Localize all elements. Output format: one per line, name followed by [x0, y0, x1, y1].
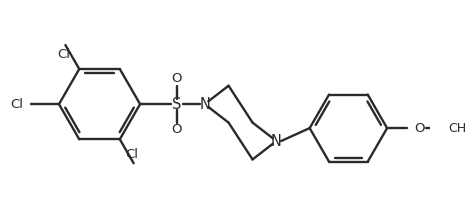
Text: Cl: Cl — [125, 148, 138, 160]
Text: N: N — [271, 134, 282, 149]
Text: S: S — [172, 97, 182, 112]
Text: O: O — [172, 123, 182, 137]
Text: O: O — [414, 122, 425, 135]
Text: CH₃: CH₃ — [448, 122, 467, 135]
Text: Cl: Cl — [10, 98, 23, 111]
Text: O: O — [172, 72, 182, 85]
Text: N: N — [199, 97, 210, 112]
Text: Cl: Cl — [57, 48, 70, 61]
